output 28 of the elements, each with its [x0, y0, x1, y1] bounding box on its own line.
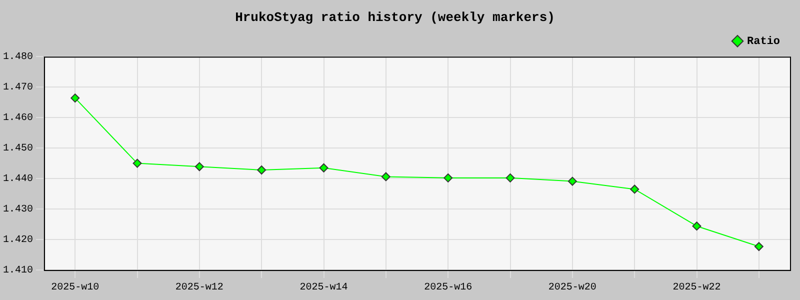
point	[132, 158, 142, 168]
point	[754, 242, 764, 252]
chart-title: HrukoStyag ratio history (weekly markers)	[235, 10, 555, 26]
y-tick-label: 1.430	[2, 204, 34, 216]
x-tick-label: 2025-w20	[548, 282, 596, 294]
y-tick-label: 1.440	[2, 174, 34, 186]
y-tick-label: 1.480	[2, 52, 34, 64]
legend-label: Ratio	[746, 36, 780, 48]
y-tick-label: 1.420	[2, 235, 34, 246]
point	[630, 184, 640, 194]
point	[381, 172, 390, 182]
point	[319, 163, 328, 172]
point	[70, 94, 80, 103]
x-tick-label: 2025-w12	[175, 282, 224, 294]
point	[194, 162, 204, 172]
x-tick-label: 2025-w10	[51, 282, 100, 294]
y-tick-label: 1.410	[2, 266, 34, 277]
y-tick-label: 1.460	[2, 113, 34, 124]
y-tick-label: 1.450	[2, 144, 34, 155]
x-tick-label: 2025-w16	[424, 282, 472, 294]
x-tick-label: 2025-w14	[300, 282, 348, 294]
y-tick-label: 1.470	[2, 82, 34, 94]
point	[506, 173, 515, 182]
point	[692, 222, 702, 231]
point	[568, 176, 577, 186]
point	[257, 166, 266, 175]
point	[444, 173, 453, 182]
x-tick-label: 2025-w22	[672, 282, 721, 294]
